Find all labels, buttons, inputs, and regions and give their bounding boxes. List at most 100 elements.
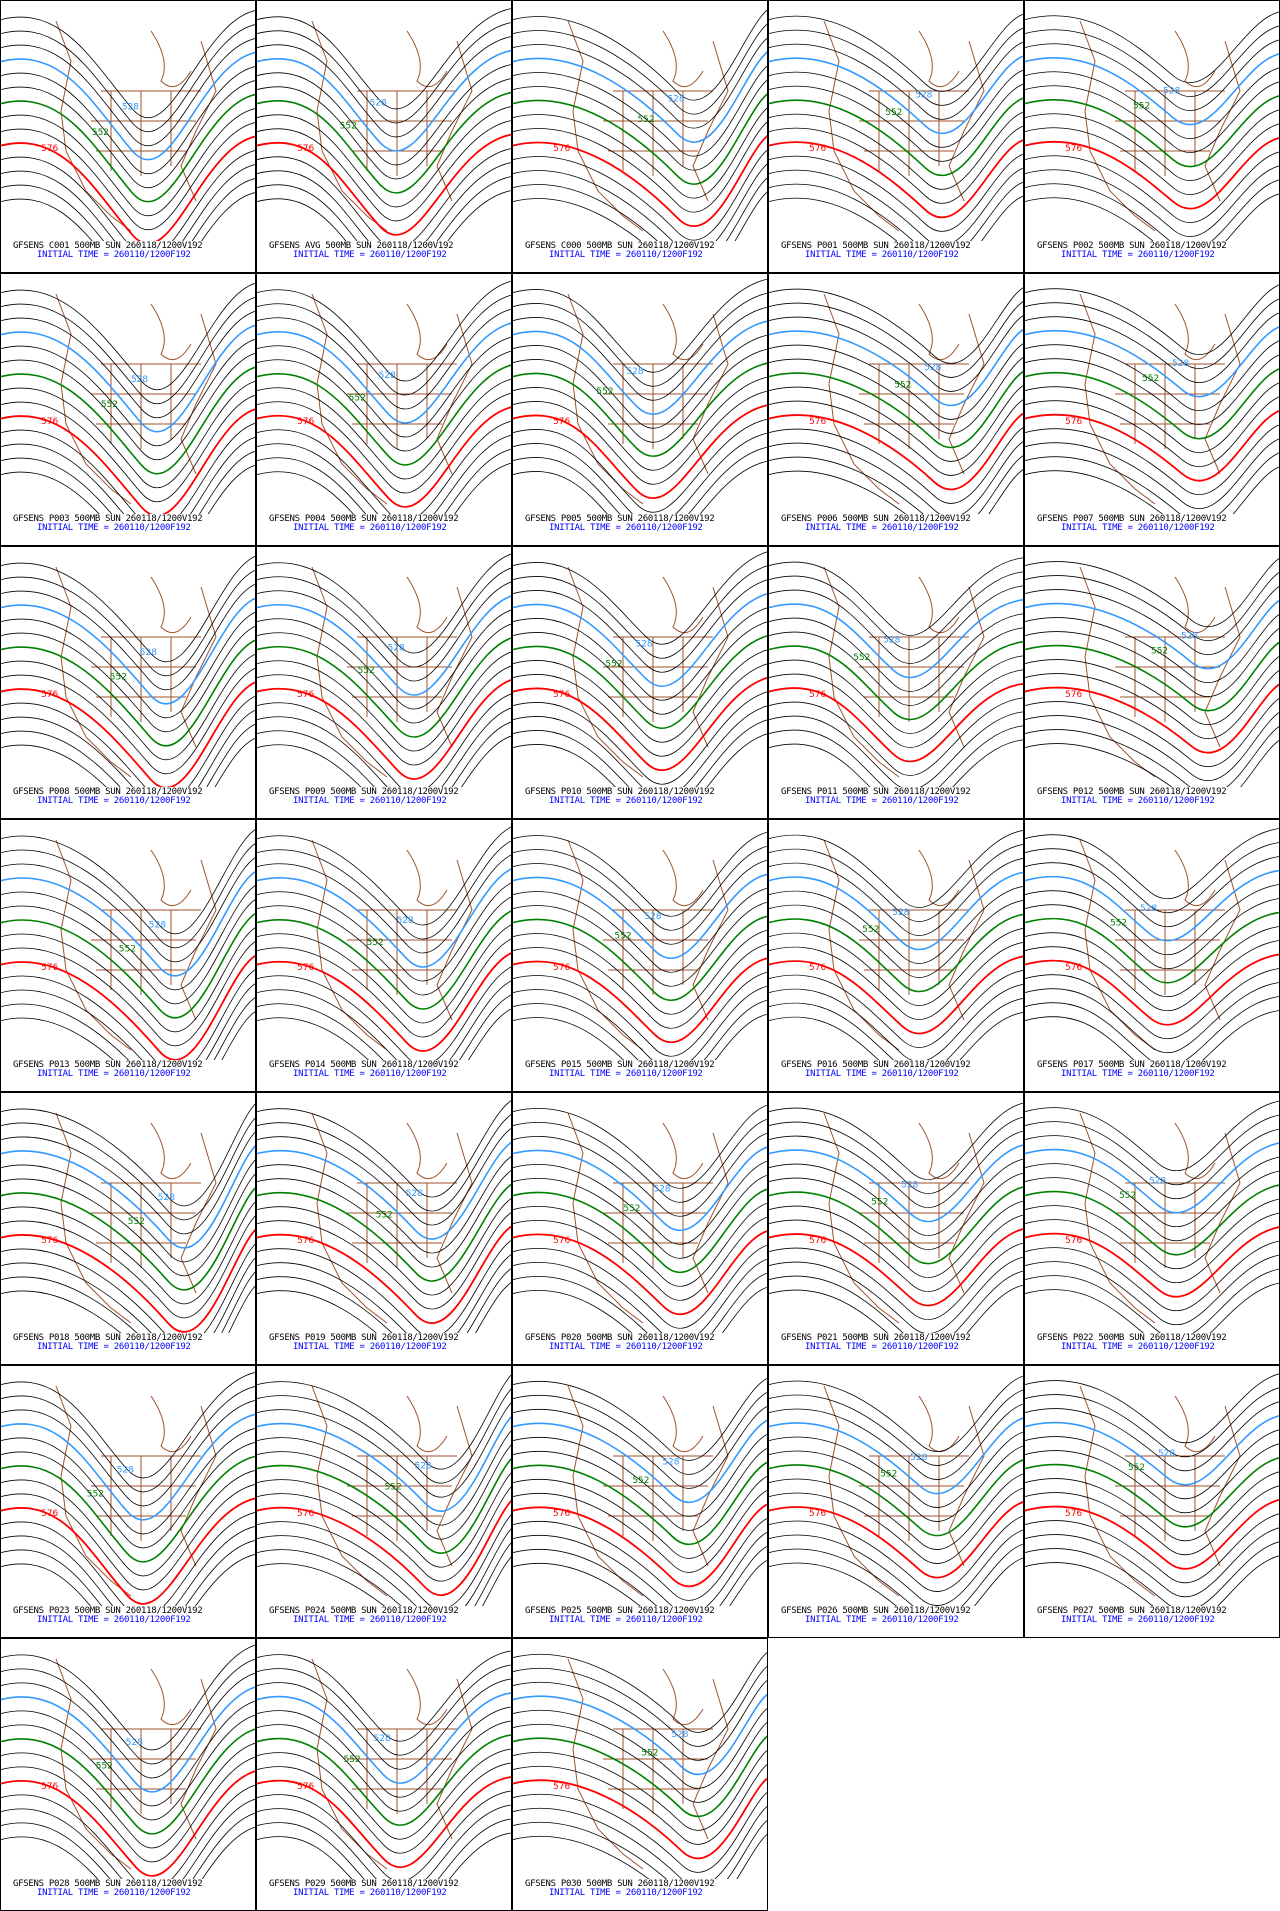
contour-line — [1, 1784, 255, 1879]
contour-line — [1025, 856, 1279, 928]
contour-label-552: 552 — [92, 128, 109, 138]
contour-line — [257, 1542, 511, 1606]
contour-552 — [769, 97, 1023, 177]
contour-label-528: 528 — [635, 640, 652, 650]
contour-label-528: 528 — [126, 1738, 143, 1748]
contour-label-576: 576 — [41, 1509, 58, 1519]
contour-line — [1, 1700, 255, 1807]
contour-line — [1, 1215, 255, 1319]
contour-line — [513, 1490, 767, 1573]
contour-line — [1025, 926, 1279, 998]
contour-528 — [257, 868, 511, 968]
contour-line — [257, 1198, 511, 1296]
contour-label-576: 576 — [1065, 1509, 1082, 1519]
contour-576 — [513, 135, 767, 228]
height-contour-map: 528 552 576 — [769, 1375, 1023, 1606]
contour-line — [257, 106, 511, 208]
contour-576 — [1025, 1499, 1279, 1570]
contour-line — [1025, 340, 1279, 412]
contour-line — [1025, 1471, 1279, 1542]
contour-line — [257, 980, 511, 1060]
contour-576 — [769, 139, 1023, 219]
map-panel-p014: 528 552 576 GFSENS P014 500MB SUN 260118/12… — [256, 819, 512, 1092]
contour-line — [1025, 1170, 1279, 1242]
contour-576 — [1, 408, 255, 514]
contour-line — [769, 301, 1023, 378]
contour-line — [769, 125, 1023, 204]
contour-line — [257, 1472, 511, 1568]
contour-line — [1, 653, 255, 761]
contour-line — [513, 447, 767, 514]
contour-line — [513, 1680, 767, 1761]
contour-528 — [257, 1141, 511, 1240]
contour-line — [1, 38, 255, 146]
map-outline — [55, 1658, 217, 1870]
panel-caption: GFSENS P017 500MB SUN 260118/1200V192 — [1037, 1060, 1227, 1070]
map-panel-p004: 528 552 576 GFSENS P004 500MB SUN 260118/12… — [256, 273, 512, 546]
contour-line — [1025, 1555, 1279, 1606]
contour-line — [769, 167, 1023, 241]
contour-line — [769, 181, 1023, 241]
contour-line — [513, 1406, 767, 1489]
map-outline — [311, 839, 473, 1051]
panel-caption: GFSENS P005 500MB SUN 260118/1200V192 — [525, 514, 715, 524]
contour-line — [1, 1484, 255, 1591]
contour-line — [1025, 424, 1279, 496]
initial-time-caption: INITIAL TIME = 260110/1200F192 — [37, 1615, 191, 1625]
contour-line — [769, 613, 1023, 692]
height-contour-map: 528 552 576 — [769, 13, 1023, 241]
contour-line — [513, 1820, 767, 1879]
contour-line — [769, 83, 1023, 162]
contour-528 — [1025, 326, 1279, 398]
contour-line — [513, 1000, 767, 1060]
contour-label-576: 576 — [297, 1509, 314, 1519]
height-contour-map: 528 552 576 — [769, 830, 1023, 1060]
map-panel-p007: 528 552 576 GFSENS P007 500MB SUN 260118/12… — [1024, 273, 1280, 546]
contour-line — [769, 1158, 1023, 1236]
contour-line — [1025, 81, 1279, 154]
height-contour-map: 528 552 576 — [513, 1652, 767, 1879]
contour-line — [1025, 1010, 1279, 1060]
height-contour-map: 528 552 576 — [513, 1104, 767, 1333]
contour-line — [257, 1212, 511, 1310]
height-contour-map: 528 552 576 — [1, 1644, 255, 1879]
map-panel-p017: 528 552 576 GFSENS P017 500MB SUN 260118/12… — [1024, 819, 1280, 1092]
contour-576 — [1025, 953, 1279, 1026]
contour-label-576: 576 — [41, 1782, 58, 1792]
contour-line — [257, 651, 511, 752]
contour-528 — [257, 595, 511, 696]
contour-line — [513, 9, 767, 101]
contour-line — [257, 64, 511, 166]
panel-caption: GFSENS P010 500MB SUN 260118/1200V192 — [525, 787, 715, 797]
contour-line — [1025, 572, 1279, 642]
contour-line — [257, 379, 511, 480]
contour-line — [1025, 628, 1279, 698]
contour-label-576: 576 — [553, 1782, 570, 1792]
contour-line — [513, 121, 767, 213]
initial-time-caption: INITIAL TIME = 260110/1200F192 — [293, 1069, 447, 1079]
contour-576 — [1025, 137, 1279, 210]
height-contour-map: 528 552 576 — [1025, 1373, 1279, 1606]
contour-line — [1, 1159, 255, 1263]
contour-line — [769, 427, 1023, 504]
contour-line — [1, 1386, 255, 1493]
contour-line — [1025, 1254, 1279, 1326]
contour-line — [1025, 614, 1279, 684]
height-contour-map: 528 552 576 — [257, 1374, 511, 1606]
contour-line — [513, 607, 767, 701]
contour-line — [257, 162, 511, 241]
map-outline — [1079, 20, 1241, 232]
contour-label-552: 552 — [1128, 1463, 1145, 1473]
contour-line — [1, 66, 255, 174]
contour-line — [1025, 25, 1279, 98]
contour-552 — [1025, 1457, 1279, 1528]
height-contour-map: 528 552 576 — [257, 281, 511, 514]
contour-line — [513, 1434, 767, 1517]
contour-552 — [769, 641, 1023, 721]
contour-line — [769, 1200, 1023, 1278]
initial-time-caption: INITIAL TIME = 260110/1200F192 — [293, 523, 447, 533]
contour-line — [1025, 726, 1279, 787]
initial-time-caption: INITIAL TIME = 260110/1200F192 — [549, 1069, 703, 1079]
contour-line — [1025, 1100, 1279, 1172]
contour-line — [769, 69, 1023, 148]
